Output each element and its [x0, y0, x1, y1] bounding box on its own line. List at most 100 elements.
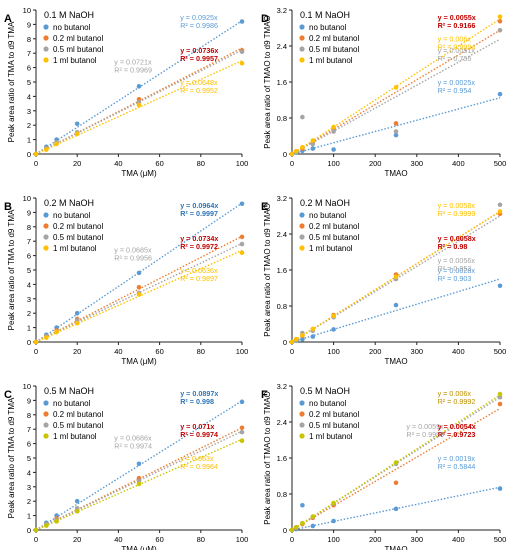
- legend-label: 1 ml butanol: [309, 432, 353, 441]
- data-point: [393, 129, 399, 134]
- equation-label: y = 0.006x: [438, 35, 472, 44]
- y-tick-label: 3: [27, 295, 31, 304]
- r-squared-label: R² = 0.9956: [114, 254, 152, 263]
- legend-label: 0.5 ml butanol: [53, 421, 103, 430]
- x-tick-label: 40: [114, 535, 122, 544]
- y-tick-label: 3.2: [277, 194, 287, 203]
- data-point: [54, 329, 59, 335]
- data-point: [239, 201, 245, 207]
- data-point: [331, 129, 336, 134]
- panel-letter: D: [261, 13, 269, 25]
- x-tick-label: 20: [73, 347, 81, 356]
- y-axis-label: Peak area ratio of TMA to d9 TMA: [7, 397, 16, 518]
- y-tick-label: 10: [23, 194, 31, 203]
- data-point: [331, 147, 336, 152]
- data-point: [74, 131, 80, 137]
- data-point: [497, 27, 503, 33]
- legend-label: 1 ml butanol: [53, 432, 97, 441]
- legend-label: 0.5 ml butanol: [309, 421, 359, 430]
- x-tick-label: 60: [155, 159, 163, 168]
- y-tick-label: 5: [27, 78, 31, 87]
- x-tick-label: 0: [290, 535, 294, 544]
- x-tick-label: 80: [197, 159, 205, 168]
- data-point: [310, 334, 316, 339]
- x-tick-label: 300: [411, 535, 424, 544]
- equation-label: y = 0.0925x: [180, 13, 218, 22]
- data-point: [293, 149, 299, 154]
- data-point: [74, 310, 80, 316]
- legend-marker: [299, 400, 305, 406]
- legend-marker: [299, 212, 305, 218]
- y-tick-label: 0: [27, 338, 31, 347]
- legend-marker: [299, 57, 305, 63]
- equation-label: y = 0.0685x: [114, 246, 152, 255]
- data-point: [239, 60, 245, 66]
- x-tick-label: 0: [34, 159, 38, 168]
- data-point: [239, 438, 245, 444]
- data-point: [289, 527, 295, 533]
- legend-label: 0.5 ml butanol: [309, 45, 359, 54]
- data-point: [54, 141, 59, 147]
- data-point: [300, 502, 305, 508]
- trendline-02-ml-butanol: [291, 29, 501, 155]
- data-point: [331, 518, 336, 524]
- legend-label: no butanol: [53, 211, 91, 220]
- data-point: [497, 14, 503, 20]
- x-tick-label: 500: [494, 535, 507, 544]
- data-point: [74, 508, 80, 514]
- data-point: [331, 327, 336, 332]
- y-tick-label: 7: [27, 425, 31, 434]
- data-point: [310, 138, 316, 143]
- r-squared-label: R² = 0.9972: [180, 242, 218, 251]
- data-point: [136, 461, 142, 467]
- panel-letter: B: [4, 201, 12, 213]
- panel-letter: F: [261, 389, 268, 401]
- legend-marker: [43, 57, 49, 63]
- panel-title: 0.2 M NaOH: [300, 198, 350, 208]
- equation-label: y = 0.0056x: [438, 256, 476, 265]
- equation-label: y = 0.0025x: [438, 78, 476, 87]
- y-tick-label: 0: [283, 526, 287, 535]
- y-axis-label: Peak area ratio of TMA to d9 TMA: [7, 21, 16, 142]
- equation-label: y = 0.0897x: [180, 389, 218, 398]
- data-point: [136, 102, 142, 108]
- legend-label: 0.5 ml butanol: [53, 45, 103, 54]
- x-tick-label: 80: [197, 347, 205, 356]
- legend-label: 0.2 ml butanol: [309, 34, 359, 43]
- data-point: [393, 506, 399, 512]
- panel-e: E 0 0.8 1.6 2.4 3.2 0 100 200 300 400 500 TMAO Peak a…: [261, 194, 506, 366]
- equation-label: y = 0.0736x: [180, 46, 218, 55]
- panel-d: D 0 0.8 1.6 2.4 3.2 0 100 200 300 400 500 TMAO Peak a…: [261, 6, 506, 178]
- legend-marker: [299, 422, 305, 428]
- y-tick-label: 1.6: [277, 266, 287, 275]
- y-tick-label: 4: [27, 468, 31, 477]
- legend-marker: [43, 46, 49, 52]
- data-point: [497, 394, 503, 400]
- equation-label: y = 0.006x: [438, 389, 472, 398]
- data-point: [497, 91, 503, 97]
- y-tick-label: 9: [27, 396, 31, 405]
- y-tick-label: 3.2: [277, 382, 287, 391]
- data-point: [497, 401, 503, 407]
- r-squared-label: R² = 0.98: [438, 242, 468, 251]
- y-tick-label: 5: [27, 454, 31, 463]
- y-tick-label: 0: [27, 526, 31, 535]
- data-point: [74, 320, 80, 326]
- data-point: [393, 85, 399, 90]
- equation-label: y = 0.0051x: [438, 46, 476, 55]
- y-tick-label: 4: [27, 280, 31, 289]
- x-tick-label: 20: [73, 535, 81, 544]
- r-squared-label: R² = 0.9997: [180, 209, 218, 218]
- y-tick-label: 1: [27, 512, 31, 521]
- y-tick-label: 1: [27, 324, 31, 333]
- data-point: [136, 270, 142, 276]
- panel-title: 0.2 M NaOH: [44, 198, 94, 208]
- x-tick-label: 80: [197, 535, 205, 544]
- y-tick-label: 7: [27, 237, 31, 246]
- panel-letter: C: [4, 389, 12, 401]
- equation-label: y = 0.0648x: [180, 78, 218, 87]
- legend-marker: [299, 245, 305, 251]
